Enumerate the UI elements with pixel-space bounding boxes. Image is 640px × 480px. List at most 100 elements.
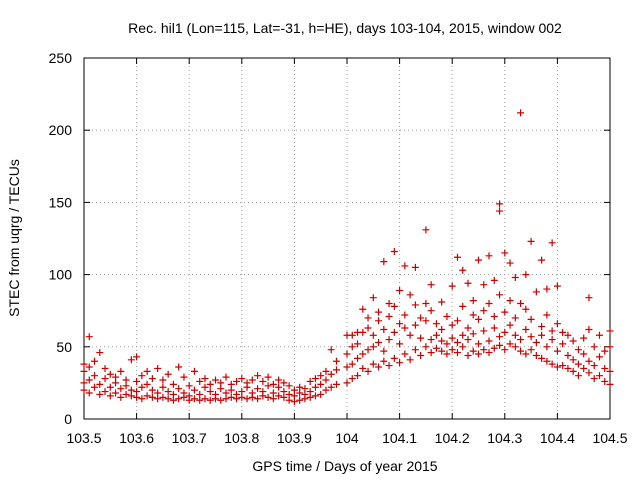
data-point: [190, 395, 198, 403]
data-point: [543, 343, 551, 351]
data-point: [401, 324, 409, 332]
data-point: [201, 383, 209, 391]
data-point: [317, 390, 325, 398]
data-point: [122, 390, 130, 398]
data-point: [532, 351, 540, 359]
data-point: [159, 383, 167, 391]
data-point: [490, 344, 498, 352]
data-point: [259, 377, 267, 385]
data-point: [511, 343, 519, 351]
data-point: [96, 390, 104, 398]
data-point: [343, 363, 351, 371]
data-point: [154, 364, 162, 372]
data-point: [559, 340, 567, 348]
data-point: [317, 380, 325, 388]
data-point: [548, 336, 556, 344]
data-point: [380, 325, 388, 333]
data-point: [401, 262, 409, 270]
data-point: [254, 372, 262, 380]
data-point: [227, 380, 235, 388]
data-point: [506, 259, 514, 267]
data-point: [553, 363, 561, 371]
data-point: [553, 320, 561, 328]
data-point: [196, 390, 204, 398]
data-point: [601, 377, 609, 385]
data-point: [348, 331, 356, 339]
data-point: [590, 362, 598, 370]
data-point: [296, 396, 304, 404]
data-point: [580, 364, 588, 372]
y-tick-label: 0: [64, 411, 72, 427]
data-point: [264, 382, 272, 390]
data-point: [80, 367, 88, 375]
data-point: [112, 373, 120, 381]
data-point: [396, 320, 404, 328]
data-point: [517, 347, 525, 355]
data-point: [91, 383, 99, 391]
data-point: [427, 307, 435, 315]
data-point: [106, 392, 114, 400]
data-point: [254, 385, 262, 393]
data-point: [80, 379, 88, 387]
data-point: [96, 380, 104, 388]
data-point: [206, 388, 214, 396]
data-point: [364, 324, 372, 332]
x-tick-label: 103.8: [224, 430, 259, 446]
data-point: [401, 350, 409, 358]
data-points: [80, 109, 614, 406]
data-point: [380, 258, 388, 266]
data-point: [133, 388, 141, 396]
data-point: [106, 383, 114, 391]
x-axis-label: GPS time / Days of year 2015: [252, 458, 437, 474]
data-point: [254, 395, 262, 403]
data-point: [448, 282, 456, 290]
data-point: [185, 382, 193, 390]
data-point: [190, 386, 198, 394]
data-point: [595, 331, 603, 339]
x-tick-label: 104.5: [592, 430, 627, 446]
y-tick-label: 250: [49, 50, 73, 66]
data-point: [595, 372, 603, 380]
data-point: [159, 376, 167, 384]
data-point: [496, 200, 504, 208]
data-point: [422, 343, 430, 351]
data-point: [311, 383, 319, 391]
data-point: [133, 353, 141, 361]
data-point: [606, 380, 614, 388]
data-point: [475, 315, 482, 323]
data-point: [606, 327, 614, 335]
data-point: [180, 373, 188, 381]
data-point: [369, 343, 377, 351]
data-point: [396, 359, 404, 367]
data-point: [375, 338, 383, 346]
data-point: [359, 350, 367, 358]
data-point: [411, 346, 419, 354]
data-point: [538, 256, 546, 264]
data-point: [285, 390, 293, 398]
data-point: [527, 237, 535, 245]
data-point: [269, 380, 277, 388]
data-point: [401, 311, 409, 319]
data-point: [527, 346, 535, 354]
data-point: [85, 333, 93, 341]
data-point: [390, 302, 398, 310]
data-point: [364, 314, 372, 322]
data-point: [427, 336, 435, 344]
data-point: [317, 372, 325, 380]
data-point: [559, 328, 567, 336]
data-point: [175, 395, 183, 403]
data-point: [522, 325, 530, 333]
data-point: [148, 386, 156, 394]
data-point: [85, 389, 93, 397]
data-point: [96, 349, 104, 357]
data-point: [427, 281, 435, 289]
data-point: [574, 346, 582, 354]
data-point: [275, 392, 283, 400]
data-point: [469, 297, 477, 305]
data-point: [464, 324, 472, 332]
data-point: [438, 347, 446, 355]
data-point: [359, 364, 367, 372]
y-tick-label: 150: [49, 194, 73, 210]
data-point: [543, 357, 551, 365]
data-point: [574, 360, 582, 368]
